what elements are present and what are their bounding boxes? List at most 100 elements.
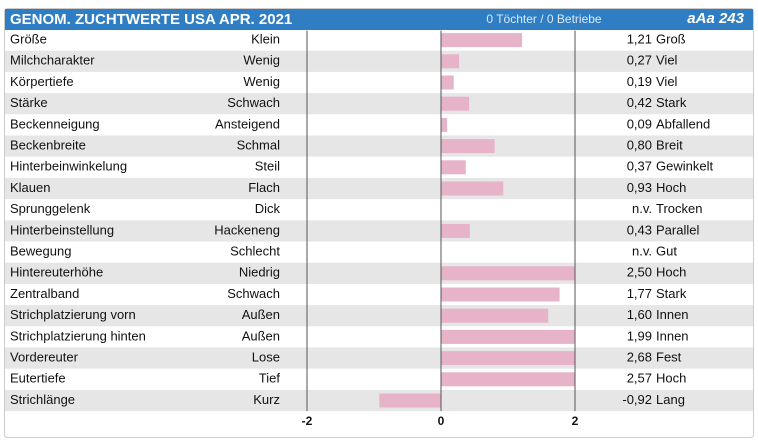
row-band bbox=[5, 389, 753, 412]
header-bar bbox=[5, 9, 753, 30]
trait-name: Stärke bbox=[10, 95, 48, 110]
high-label: Viel bbox=[656, 74, 678, 89]
bar bbox=[441, 160, 466, 175]
low-label: Niedrig bbox=[239, 265, 280, 280]
x-tick-label: 2 bbox=[572, 414, 579, 428]
bar bbox=[441, 96, 470, 111]
value-label: 0,19 bbox=[627, 74, 652, 89]
trait-name: Eutertiefe bbox=[10, 371, 66, 386]
low-label: Steil bbox=[255, 159, 280, 174]
value-label: 1,99 bbox=[627, 328, 652, 343]
low-label: Klein bbox=[251, 32, 280, 47]
high-label: Breit bbox=[656, 138, 683, 153]
trait-name: Bewegung bbox=[10, 244, 71, 259]
high-label: Hoch bbox=[656, 265, 686, 280]
value-label: n.v. bbox=[632, 201, 652, 216]
low-label: Schwach bbox=[227, 286, 280, 301]
low-label: Schwach bbox=[227, 95, 280, 110]
trait-name: Beckenneigung bbox=[10, 116, 100, 131]
value-label: 0,09 bbox=[627, 116, 652, 131]
trait-name: Körpertiefe bbox=[10, 74, 74, 89]
low-label: Schmal bbox=[237, 138, 280, 153]
trait-name: Klauen bbox=[10, 180, 50, 195]
trait-name: Strichlänge bbox=[10, 392, 75, 407]
value-label: 2,57 bbox=[627, 371, 652, 386]
trait-name: Sprunggelenk bbox=[10, 201, 91, 216]
low-label: Wenig bbox=[243, 74, 280, 89]
bar bbox=[441, 181, 504, 196]
value-label: 0,42 bbox=[627, 95, 652, 110]
low-label: Ansteigend bbox=[215, 116, 280, 131]
low-label: Hackeneng bbox=[214, 222, 280, 237]
trait-name: Vordereuter bbox=[10, 350, 79, 365]
high-label: Gewinkelt bbox=[656, 159, 713, 174]
trait-name: Zentralband bbox=[10, 286, 79, 301]
chart-title: GENOM. ZUCHTWERTE USA APR. 2021 bbox=[10, 11, 292, 28]
row-band bbox=[5, 305, 753, 327]
low-label: Schlecht bbox=[230, 244, 280, 259]
trait-name: Milchcharakter bbox=[10, 53, 95, 68]
high-label: Hoch bbox=[656, 371, 686, 386]
x-tick-label: 0 bbox=[438, 414, 445, 428]
trait-name: Strichplatzierung vorn bbox=[10, 307, 136, 322]
value-label: n.v. bbox=[632, 244, 652, 259]
high-label: Parallel bbox=[656, 222, 699, 237]
low-label: Wenig bbox=[243, 53, 280, 68]
trait-name: Hinterbeinwinkelung bbox=[10, 159, 127, 174]
value-label: 0,80 bbox=[627, 138, 652, 153]
value-label: 2,50 bbox=[627, 265, 652, 280]
subtitle: 0 Töchter / 0 Betriebe bbox=[486, 12, 602, 26]
high-label: Innen bbox=[656, 328, 689, 343]
low-label: Dick bbox=[255, 201, 281, 216]
value-label: 1,60 bbox=[627, 307, 652, 322]
x-tick-label: -2 bbox=[302, 414, 313, 428]
row-band bbox=[5, 220, 753, 242]
high-label: Fest bbox=[656, 350, 682, 365]
high-label: Stark bbox=[656, 286, 687, 301]
bar bbox=[379, 393, 441, 408]
value-label: -0,92 bbox=[622, 392, 652, 407]
low-label: Lose bbox=[252, 350, 280, 365]
bar bbox=[441, 139, 495, 154]
bar bbox=[441, 329, 575, 344]
high-label: Lang bbox=[656, 392, 685, 407]
high-label: Stark bbox=[656, 95, 687, 110]
bar bbox=[441, 372, 575, 387]
high-label: Trocken bbox=[656, 201, 702, 216]
trait-name: Größe bbox=[10, 32, 47, 47]
bar bbox=[441, 351, 575, 366]
bar bbox=[441, 266, 575, 281]
high-label: Groß bbox=[656, 32, 686, 47]
bar bbox=[441, 33, 523, 48]
high-label: Abfallend bbox=[656, 116, 710, 131]
value-label: 0,27 bbox=[627, 53, 652, 68]
value-label: 2,68 bbox=[627, 350, 652, 365]
high-label: Viel bbox=[656, 53, 678, 68]
bar bbox=[441, 75, 454, 90]
trait-name: Hinterbeinstellung bbox=[10, 222, 114, 237]
high-label: Hoch bbox=[656, 180, 686, 195]
row-band bbox=[5, 177, 753, 200]
value-label: 1,77 bbox=[627, 286, 652, 301]
value-label: 0,93 bbox=[627, 180, 652, 195]
high-label: Gut bbox=[656, 244, 677, 259]
bar bbox=[441, 308, 549, 323]
row-band bbox=[5, 135, 753, 157]
low-label: Außen bbox=[242, 328, 280, 343]
row-band bbox=[5, 93, 753, 115]
value-label: 0,43 bbox=[627, 222, 652, 237]
low-label: Außen bbox=[242, 307, 280, 322]
badge: aAa 243 bbox=[687, 10, 744, 27]
bar bbox=[441, 117, 448, 132]
row-band bbox=[5, 50, 753, 72]
low-label: Kurz bbox=[253, 392, 280, 407]
low-label: Flach bbox=[248, 180, 280, 195]
trait-name: Strichplatzierung hinten bbox=[10, 328, 146, 343]
bar bbox=[441, 54, 460, 69]
bar bbox=[441, 287, 560, 302]
trait-name: Beckenbreite bbox=[10, 138, 86, 153]
low-label: Tief bbox=[259, 371, 281, 386]
value-label: 1,21 bbox=[627, 32, 652, 47]
high-label: Innen bbox=[656, 307, 689, 322]
